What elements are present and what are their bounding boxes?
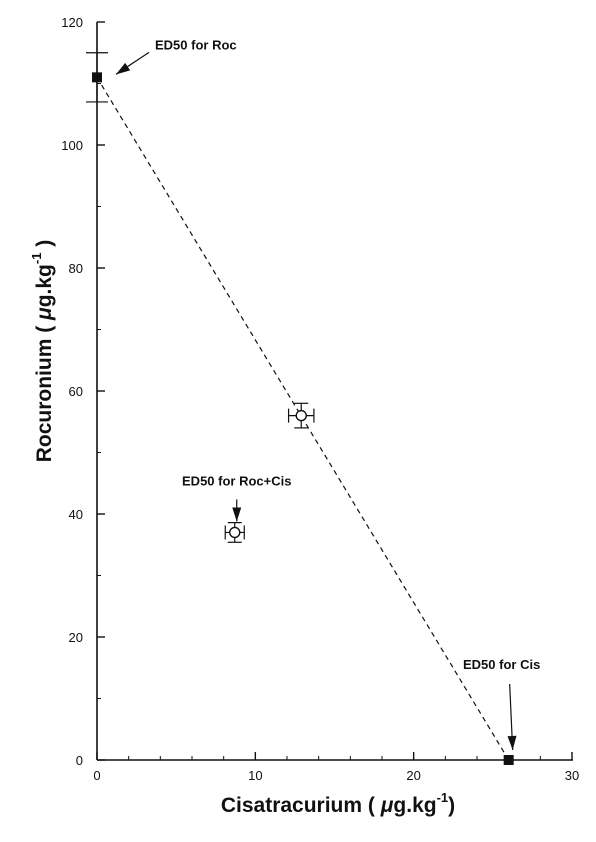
data-point-circle bbox=[295, 409, 307, 422]
x-axis-title: Cisatracurium ( μg.kg-1) bbox=[221, 790, 455, 817]
x-tick-label: 20 bbox=[406, 768, 420, 783]
y-tick-label: 100 bbox=[61, 138, 83, 153]
y-ticks: 0 20 40 60 80 100 120 bbox=[61, 15, 105, 768]
arrow-roc-cis-head bbox=[232, 507, 242, 522]
data-point-square bbox=[503, 755, 514, 765]
y-tick-label: 80 bbox=[69, 261, 83, 276]
x-ticks: 0 10 20 30 bbox=[93, 752, 579, 783]
y-axis-title: Rocuronium ( μg.kg-1 ) bbox=[29, 240, 56, 463]
axes bbox=[96, 22, 573, 761]
x-tick-label: 10 bbox=[248, 768, 262, 783]
data-point-circle bbox=[229, 526, 241, 539]
data-points bbox=[86, 52, 514, 765]
y-tick-label: 0 bbox=[76, 753, 83, 768]
y-tick-label: 40 bbox=[69, 507, 83, 522]
y-tick-label: 20 bbox=[69, 630, 83, 645]
arrow-cis-head bbox=[507, 735, 517, 750]
y-tick-label: 120 bbox=[61, 15, 83, 30]
x-tick-label: 0 bbox=[93, 768, 100, 783]
data-point-square bbox=[92, 72, 102, 83]
y-tick-label: 60 bbox=[69, 384, 83, 399]
arrow-roc-head bbox=[116, 62, 131, 75]
annotation-ed50-roc-cis: ED50 for Roc+Cis bbox=[182, 473, 291, 488]
annotation-ed50-roc: ED50 for Roc bbox=[155, 37, 237, 52]
annotation-ed50-cis: ED50 for Cis bbox=[463, 657, 540, 672]
x-tick-label: 30 bbox=[565, 768, 579, 783]
annotation-arrows bbox=[115, 51, 517, 751]
